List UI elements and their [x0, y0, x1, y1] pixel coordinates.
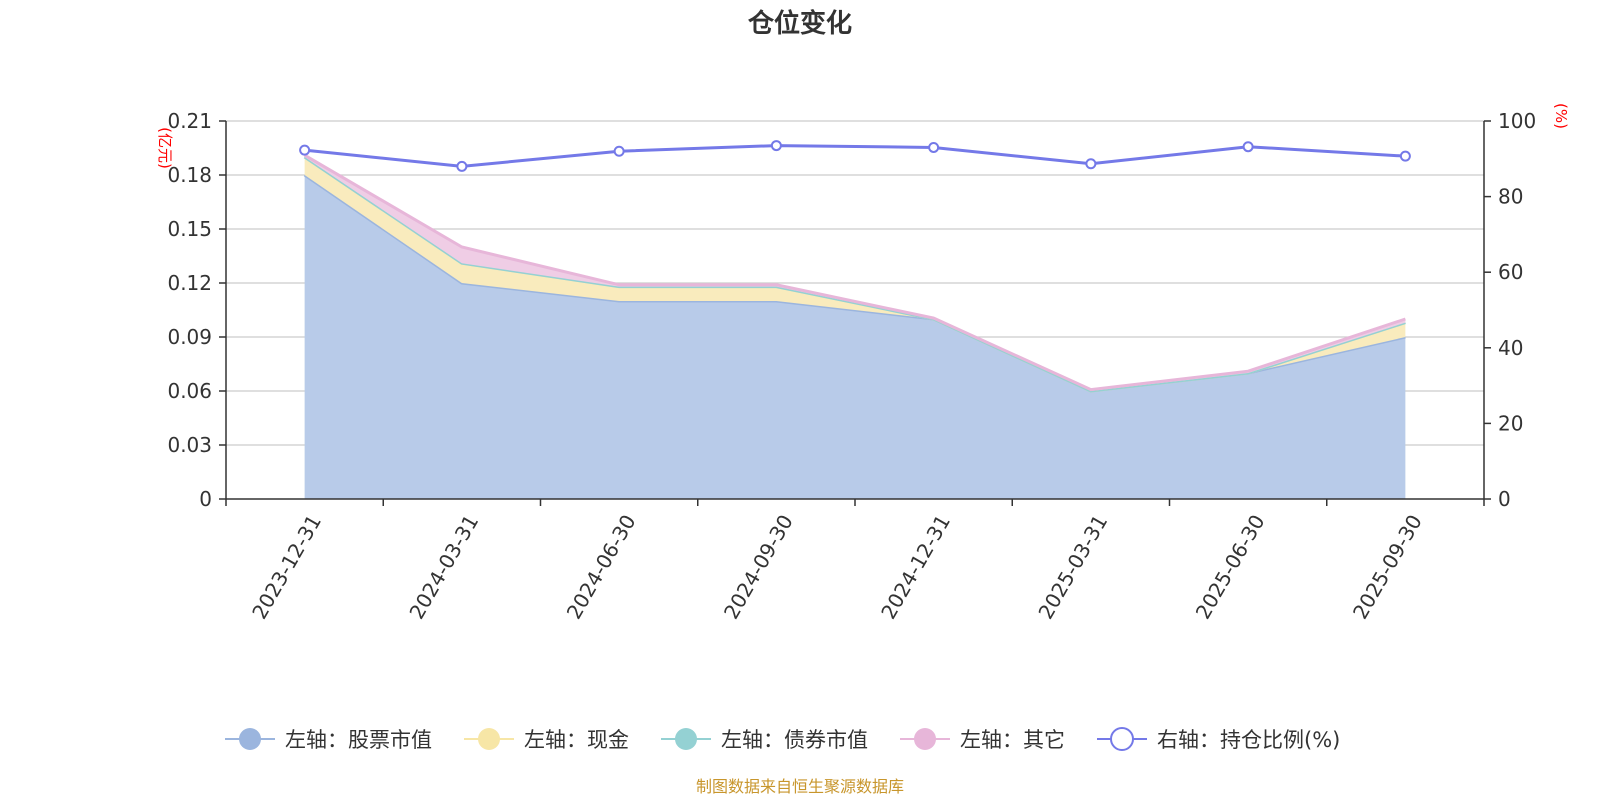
- left-tick-label: 0: [199, 487, 212, 511]
- legend-label: 左轴：现金: [524, 728, 629, 752]
- legend-item: 左轴：债券市值: [661, 728, 868, 752]
- ratio-point: [613, 145, 625, 157]
- ratio-line-series: [299, 140, 1411, 172]
- left-tick-label: 0.03: [167, 433, 212, 457]
- ratio-point: [1399, 150, 1411, 162]
- x-tick-label: 2025-06-30: [1191, 511, 1270, 624]
- ratio-point: [456, 160, 468, 172]
- ratio-line: [304, 144, 1406, 168]
- legend-marker: [1110, 727, 1134, 751]
- legend-label: 左轴：股票市值: [285, 728, 432, 752]
- legend-marker: [239, 728, 261, 750]
- x-tick-label: 2024-12-31: [876, 511, 955, 624]
- ratio-point: [1085, 158, 1097, 170]
- x-tick-label: 2025-09-30: [1348, 511, 1427, 624]
- ratio-point: [299, 144, 311, 156]
- right-tick-label: 100: [1498, 109, 1536, 133]
- right-tick-label: 20: [1498, 411, 1523, 435]
- left-tick-label: 0.06: [167, 379, 212, 403]
- right-tick-label: 80: [1498, 185, 1523, 209]
- legend-label: 左轴：其它: [960, 728, 1065, 752]
- left-tick-label: 0.21: [167, 109, 212, 133]
- right-tick-label: 40: [1498, 336, 1523, 360]
- x-tick-label: 2024-09-30: [719, 511, 798, 624]
- legend-label: 左轴：债券市值: [721, 728, 868, 752]
- legend: 左轴：股票市值 左轴：现金 左轴：债券市值 左轴：其它 右轴：持仓比例(%): [225, 727, 1340, 752]
- legend-marker: [675, 728, 697, 750]
- area-fill-0: [304, 175, 1406, 499]
- legend-item: 左轴：其它: [900, 728, 1065, 752]
- left-axis-unit: (亿元): [156, 127, 174, 169]
- ratio-point: [770, 140, 782, 152]
- left-tick-label: 0.12: [167, 271, 212, 295]
- legend-item: 左轴：股票市值: [225, 728, 432, 752]
- left-tick-label: 0.09: [167, 325, 212, 349]
- legend-item: 右轴：持仓比例(%): [1097, 727, 1340, 752]
- source-note: 制图数据来自恒生聚源数据库: [696, 777, 904, 796]
- legend-marker: [478, 728, 500, 750]
- x-tick-label: 2024-06-30: [562, 511, 641, 624]
- left-tick-label: 0.18: [167, 163, 212, 187]
- x-tick-label: 2025-03-31: [1033, 511, 1112, 624]
- x-tick-label: 2023-12-31: [247, 511, 326, 624]
- ratio-point: [1242, 141, 1254, 153]
- legend-marker: [914, 728, 936, 750]
- left-tick-label: 0.15: [167, 217, 212, 241]
- chart-title: 仓位变化: [747, 8, 852, 39]
- area-line-3: [303, 153, 1406, 392]
- area-series: [303, 153, 1406, 499]
- right-tick-label: 60: [1498, 260, 1523, 284]
- legend-label: 右轴：持仓比例(%): [1157, 728, 1340, 752]
- legend-item: 左轴：现金: [464, 728, 629, 752]
- x-tick-label: 2024-03-31: [404, 511, 483, 624]
- right-tick-label: 0: [1498, 487, 1511, 511]
- right-axis-unit: (%): [1552, 103, 1570, 129]
- ratio-point: [928, 141, 940, 153]
